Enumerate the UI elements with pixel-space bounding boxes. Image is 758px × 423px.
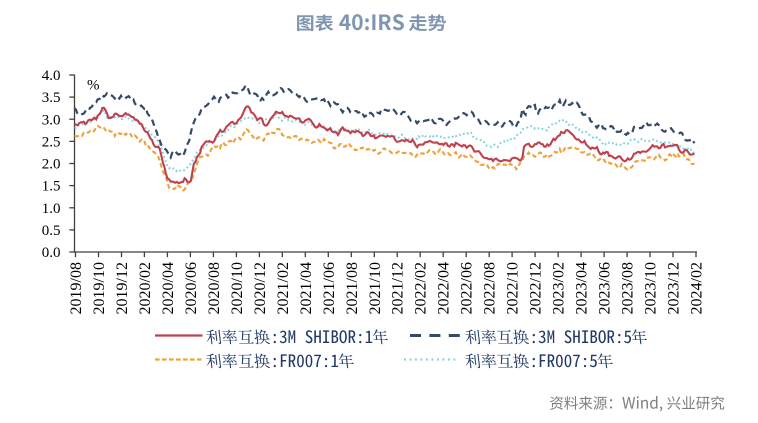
svg-text:3.0: 3.0 [42,112,61,128]
svg-text:2.5: 2.5 [42,135,61,151]
svg-text:2021/08: 2021/08 [344,262,361,314]
svg-text:2022/02: 2022/02 [413,262,430,314]
svg-text:4.0: 4.0 [42,68,61,84]
svg-text:2020/06: 2020/06 [183,262,200,314]
svg-text:2022/08: 2022/08 [482,262,499,314]
svg-text:2020/02: 2020/02 [137,262,154,314]
svg-text:1.0: 1.0 [42,201,61,217]
svg-text:2020/12: 2020/12 [252,262,269,314]
svg-text:2021/06: 2021/06 [321,262,338,314]
svg-text:2023/04: 2023/04 [574,262,591,314]
svg-text:2020/04: 2020/04 [160,262,177,314]
svg-text:2024/02: 2024/02 [689,262,706,314]
svg-text:2023/10: 2023/10 [643,262,660,314]
svg-text:2019/10: 2019/10 [91,262,108,314]
svg-text:2.0: 2.0 [42,157,61,173]
svg-text:2021/02: 2021/02 [275,262,292,314]
svg-text:2022/12: 2022/12 [528,262,545,314]
svg-text:2020/08: 2020/08 [206,262,223,314]
svg-text:2022/04: 2022/04 [436,262,453,314]
svg-text:2023/06: 2023/06 [597,262,614,314]
svg-text:2021/04: 2021/04 [298,262,315,314]
svg-text:1.5: 1.5 [42,179,61,195]
svg-text:3.5: 3.5 [42,90,61,106]
svg-text:2023/02: 2023/02 [551,262,568,314]
svg-text:0.5: 0.5 [42,223,61,239]
svg-text:2020/10: 2020/10 [229,262,246,314]
svg-text:2021/12: 2021/12 [390,262,407,314]
svg-text:0.0: 0.0 [42,245,61,261]
svg-text:2022/06: 2022/06 [459,262,476,314]
svg-text:%: % [87,78,100,94]
svg-text:2019/08: 2019/08 [68,262,85,314]
svg-text:2022/10: 2022/10 [505,262,522,314]
svg-text:2019/12: 2019/12 [114,262,131,314]
svg-text:2023/08: 2023/08 [620,262,637,314]
svg-text:2023/12: 2023/12 [666,262,683,314]
svg-text:2021/10: 2021/10 [367,262,384,314]
